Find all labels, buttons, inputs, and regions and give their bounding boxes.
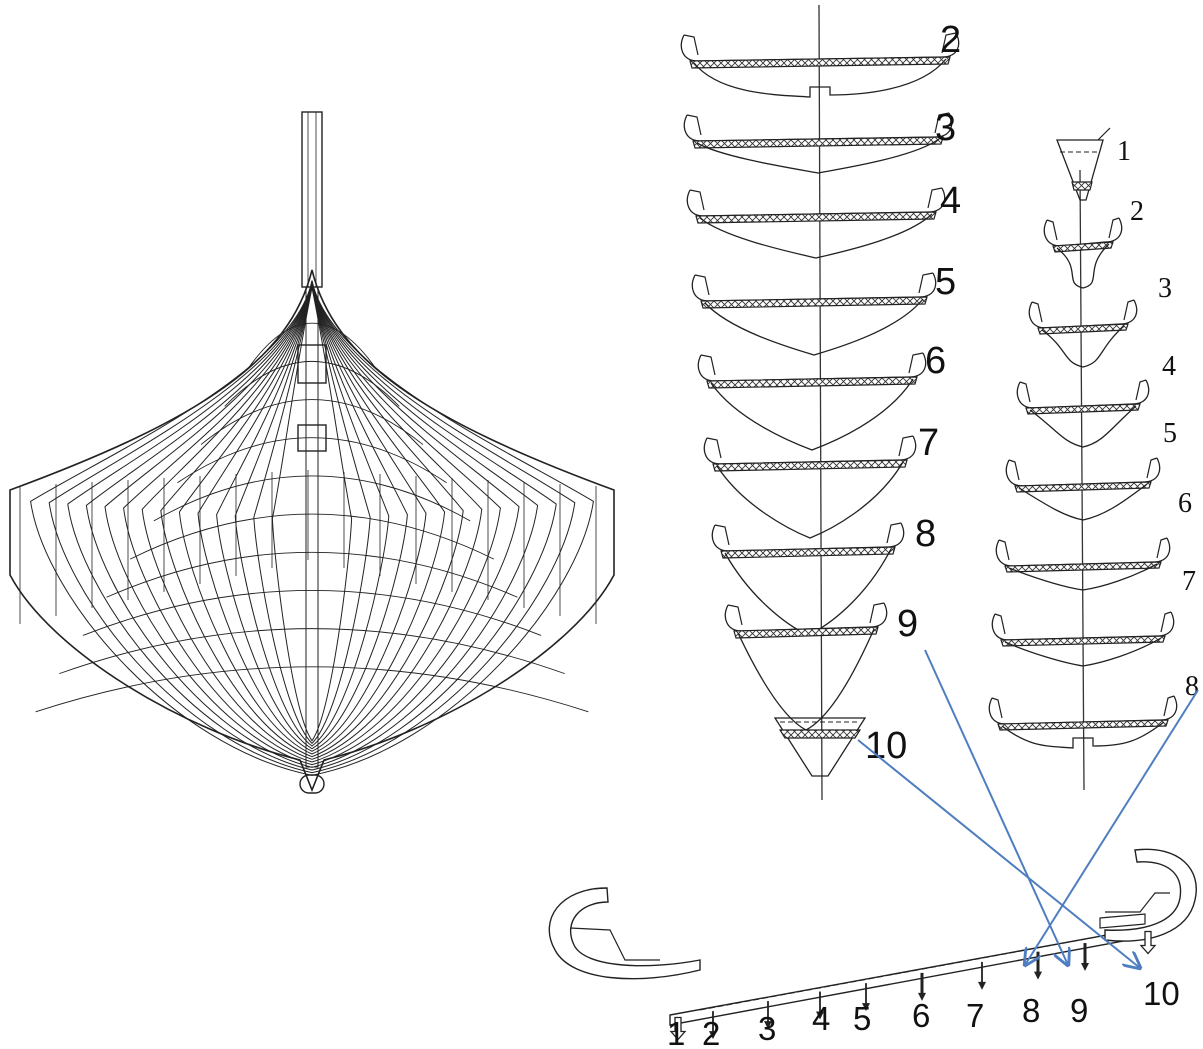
hull-waterline — [179, 285, 444, 754]
left-centerline — [819, 5, 822, 800]
keel-station-label-1: 1 — [667, 1015, 685, 1049]
section-label-left-8: 8 — [915, 513, 936, 555]
keel-station-label-7: 7 — [966, 997, 984, 1034]
section-label-left-6: 6 — [925, 340, 946, 382]
cross-section — [1017, 380, 1148, 447]
stern-joint — [1100, 914, 1145, 928]
mapping-arrows — [858, 650, 1198, 968]
cross-section — [1029, 300, 1136, 367]
stem-piece — [549, 888, 700, 979]
keel-assembly: 1 2 3 4 5 6 7 8 9 10 — [549, 849, 1196, 1049]
stem-post — [302, 112, 322, 287]
cross-section — [725, 603, 886, 730]
keel-station-label-4: 4 — [812, 1000, 830, 1037]
section-label-right-6: 6 — [1178, 488, 1192, 519]
hull-waterline — [198, 285, 426, 751]
hull-outline — [10, 270, 614, 790]
section-label-right-2: 2 — [1130, 196, 1144, 227]
cross-section — [1044, 218, 1121, 288]
cross-section — [698, 353, 925, 450]
section-label-left-5: 5 — [935, 261, 956, 303]
section-label-right-5: 5 — [1163, 418, 1177, 449]
section-label-right-7: 7 — [1182, 566, 1196, 597]
station-marker-tip — [1034, 972, 1042, 980]
keel-station-label-6: 6 — [912, 997, 930, 1034]
cross-section — [681, 33, 958, 97]
mast-step-block — [298, 345, 326, 383]
section-label-right-8: 8 — [1185, 671, 1199, 702]
right-sections-column: 1 2 3 4 5 6 7 8 — [989, 128, 1199, 748]
mapping-arrow — [858, 740, 1140, 968]
section-label-right-4: 4 — [1162, 351, 1176, 382]
cross-section — [1006, 458, 1159, 520]
hull-waterline — [68, 282, 556, 770]
keel-station-label-8: 8 — [1022, 992, 1040, 1029]
section-label-right-1: 1 — [1117, 136, 1131, 167]
keel-station-label-3: 3 — [758, 1010, 776, 1047]
station-marker-tip — [978, 982, 986, 990]
station-marker-tip — [1081, 963, 1089, 971]
cross-section — [775, 718, 865, 776]
right-centerline — [1080, 170, 1084, 790]
mapping-arrow — [925, 650, 1068, 965]
cross-section — [1057, 128, 1110, 200]
hull-waterline — [217, 286, 408, 749]
keel-station-label-5: 5 — [853, 1000, 871, 1037]
keel-station-label-10: 10 — [1143, 975, 1180, 1012]
hull-waterline — [31, 281, 594, 776]
section-label-left-4: 4 — [940, 180, 961, 222]
section-label-right-3: 3 — [1158, 273, 1172, 304]
section-label-left-9: 9 — [897, 603, 918, 645]
section-label-left-3: 3 — [935, 107, 956, 149]
stern-piece — [1105, 849, 1196, 941]
stern-scarf — [1105, 893, 1170, 912]
hull-waterline — [254, 287, 370, 743]
hull-waterline — [86, 282, 537, 767]
hull-waterline — [161, 284, 463, 756]
keel-station-label-2: 2 — [702, 1015, 720, 1049]
cross-section — [687, 188, 944, 258]
hull-lines-plan — [10, 112, 614, 793]
section-label-left-10: 10 — [865, 725, 907, 767]
cross-section — [684, 113, 951, 173]
keel-station-label-9: 9 — [1070, 992, 1088, 1029]
hull-waterline — [142, 284, 482, 760]
cross-section — [704, 436, 915, 538]
section-label-left-7: 7 — [918, 422, 939, 464]
cross-section — [692, 273, 935, 355]
hull-waterline — [124, 283, 501, 762]
hull-section-line — [36, 667, 589, 712]
section-label-left-2: 2 — [940, 19, 961, 61]
